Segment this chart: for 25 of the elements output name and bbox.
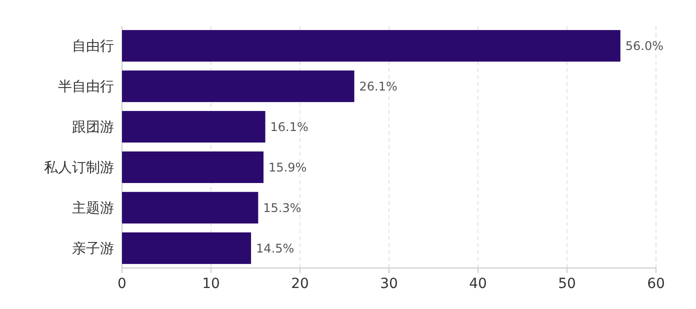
data-label: 15.9%	[268, 160, 307, 174]
y-tick-label: 主题游	[72, 200, 114, 217]
x-tick-label: 40	[469, 276, 487, 292]
bar	[122, 70, 354, 102]
bar	[122, 192, 258, 224]
data-label: 16.1%	[270, 120, 308, 134]
x-tick-label: 20	[291, 276, 309, 292]
y-tick-label: 私人订制游	[44, 160, 114, 176]
x-tick-label: 60	[647, 276, 665, 292]
bar	[122, 110, 266, 143]
y-tick-label: 自由行	[72, 38, 114, 55]
x-tick-label: 10	[202, 276, 220, 292]
y-tick-label: 亲子游	[72, 241, 114, 258]
bar	[122, 30, 620, 62]
y-tick-label: 跟团游	[72, 120, 114, 136]
data-label: 56.0%	[625, 39, 664, 54]
x-tick-label: 50	[558, 276, 576, 292]
x-tick-label: 0	[118, 276, 126, 292]
bar	[122, 232, 252, 264]
y-tick-label: 半自由行	[58, 79, 114, 96]
data-label: 26.1%	[359, 80, 398, 94]
x-tick-label: 30	[380, 276, 398, 292]
bar	[122, 151, 264, 184]
data-label: 14.5%	[256, 241, 294, 256]
data-label: 15.3%	[263, 200, 302, 215]
